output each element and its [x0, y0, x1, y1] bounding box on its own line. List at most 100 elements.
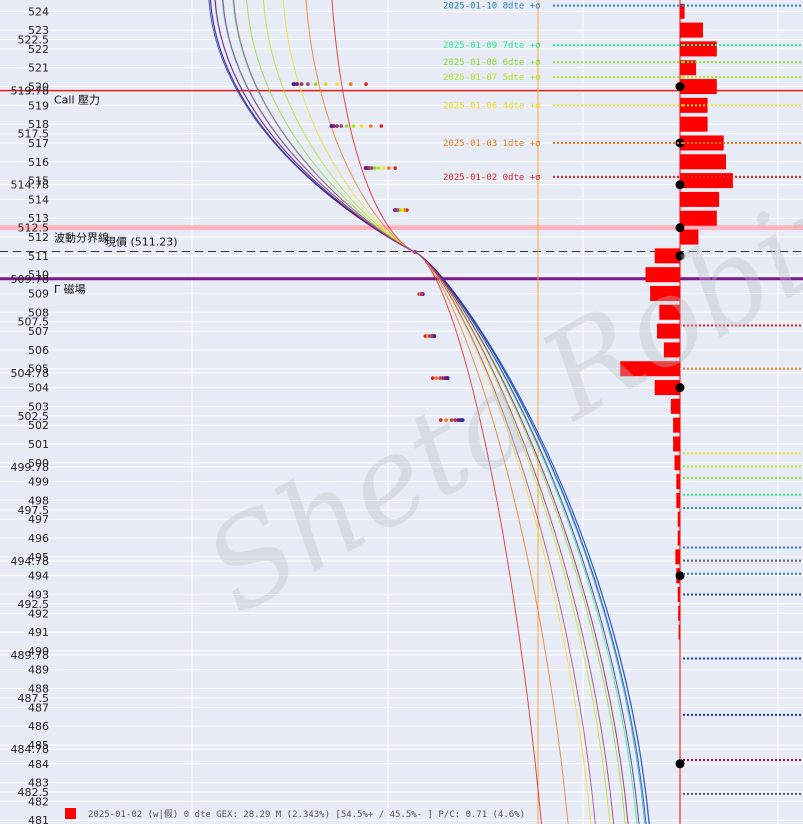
y-tick-label-18: 511 [28, 250, 49, 263]
projection-point-1-1 [368, 124, 373, 128]
y-tick-label-43: 493 [28, 588, 49, 601]
spot-price-label: 現價 (511.23) [105, 235, 178, 249]
gex-bar-23 [673, 436, 680, 452]
projection-point-0-2 [393, 166, 397, 170]
projection-point-4-2 [372, 166, 377, 170]
gex-bar-28 [677, 530, 680, 546]
projection-point-12-0 [299, 82, 304, 86]
projection-point-10-0 [292, 82, 297, 86]
y-tick-label-10: 517 [28, 137, 49, 150]
y-tick-label-36: 498 [28, 494, 49, 507]
y-tick-label-60: 481 [28, 814, 49, 824]
projection-point-13-4 [413, 250, 417, 254]
projection-point-12-7 [440, 376, 445, 380]
y-tick-label-35: 499 [28, 476, 49, 489]
footer-text: 2025-01-02 (w|假) 0 dte GEX: 28.29 M (2.3… [88, 809, 525, 820]
y-tick-label-47: 490 [28, 645, 49, 658]
gex-bar-13 [654, 248, 680, 264]
y-tick-label-5: 520 [28, 81, 49, 94]
y-tick-label-33: 500 [28, 457, 49, 470]
gex-bar-26 [676, 492, 680, 508]
projection-point-2-2 [381, 166, 386, 170]
y-tick-label-31: 502 [28, 419, 49, 432]
gex-bar-19 [620, 361, 680, 377]
expiry-label-3: 2025-01-07 5dte +σ [443, 73, 541, 83]
projection-point-1-8 [444, 418, 448, 422]
gex-bar-33 [678, 624, 681, 640]
y-tick-label-19: 510 [28, 269, 49, 282]
gex-bar-11 [680, 210, 717, 226]
expiry-label-0: 2025-01-10 8dte +σ [443, 2, 541, 12]
y-tick-label-21: 509 [28, 287, 49, 300]
y-tick-label-28: 504 [28, 382, 49, 395]
y-tick-label-27: 504.78 [11, 367, 50, 380]
y-tick-label-23: 507.5 [18, 316, 50, 329]
projection-point-13-0 [306, 82, 310, 86]
y-tick-label-22: 508 [28, 306, 49, 319]
gex-bar-2 [680, 41, 717, 57]
y-tick-label-1: 523 [28, 24, 49, 37]
y-tick-label-12: 515 [28, 175, 49, 188]
gex-bar-29 [675, 549, 680, 565]
y-tick-label-3: 522 [28, 43, 49, 56]
y-tick-label-50: 488 [28, 683, 49, 696]
y-tick-label-13: 514.78 [11, 179, 50, 192]
footer: 2025-01-02 (w|假) 0 dte GEX: 28.29 M (2.3… [65, 808, 525, 820]
projection-point-3-1 [351, 124, 356, 128]
y-tick-label-2: 522.5 [18, 34, 50, 47]
projection-point-13-3 [395, 208, 400, 212]
right-dotted-lines [553, 4, 803, 795]
y-tick-label-39: 496 [28, 532, 49, 545]
gex-marker-dot-0 [675, 82, 685, 92]
expiry-label-4: 2025-01-06 4dte +σ [443, 101, 541, 111]
gex-bar-16 [659, 304, 680, 320]
projection-curves [208, 0, 650, 824]
y-tick-label-14: 514 [28, 193, 49, 206]
y-tick-label-24: 507 [28, 325, 49, 338]
gamma-magnet-label: Γ 磁場 [54, 283, 86, 296]
gex-bar-22 [673, 417, 680, 433]
projection-point-11-0 [295, 82, 299, 86]
y-tick-label-30: 502.5 [18, 410, 50, 423]
footer-legend-swatch [65, 808, 76, 819]
gex-marker-dot-7 [675, 759, 685, 769]
y-tick-label-49: 489 [28, 664, 49, 677]
y-tick-label-20: 509.78 [11, 273, 50, 286]
gex-bar-20 [654, 380, 680, 396]
y-tick-label-8: 518 [28, 118, 49, 131]
y-tick-label-51: 487.5 [18, 692, 50, 705]
y-tick-label-58: 482.5 [18, 786, 50, 799]
gex-bar-24 [674, 455, 680, 471]
projection-point-0-8 [438, 418, 443, 422]
gex-bar-12 [680, 229, 699, 245]
gex-bar-8 [680, 154, 726, 170]
projection-point-13-1 [339, 124, 344, 128]
gex-bar-14 [645, 267, 680, 283]
expiry-label-6: 2025-01-02 0dte +σ [443, 173, 541, 183]
projection-point-12-8 [453, 418, 458, 422]
y-tick-label-17: 512 [28, 231, 49, 244]
y-tick-label-15: 513 [28, 212, 49, 225]
expiry-label-1: 2025-01-09 7dte +σ [443, 41, 541, 51]
y-tick-label-54: 485 [28, 739, 49, 752]
projection-point-12-2 [367, 166, 371, 170]
y-tick-label-40: 495 [28, 551, 49, 564]
y-tick-label-55: 484.78 [11, 743, 50, 756]
y-tick-label-42: 494 [28, 570, 49, 583]
gex-bar-1 [680, 22, 703, 38]
y-tick-label-9: 517.5 [18, 128, 50, 141]
y-tick-label-59: 482 [28, 795, 49, 808]
projection-curve-1 [305, 0, 569, 824]
gex-bar-7 [680, 135, 724, 151]
gex-bar-15 [650, 285, 680, 301]
projection-point-1-2 [387, 166, 391, 170]
gex-bar-3 [680, 60, 697, 76]
gex-marker-dot-3 [675, 223, 685, 233]
y-tick-label-41: 494.78 [11, 555, 50, 568]
gex-bar-21 [670, 398, 680, 414]
expiry-label-5: 2025-01-03 1dte +σ [443, 139, 541, 149]
gex-bar-0 [680, 3, 685, 19]
y-tick-label-16: 512.5 [18, 222, 50, 235]
